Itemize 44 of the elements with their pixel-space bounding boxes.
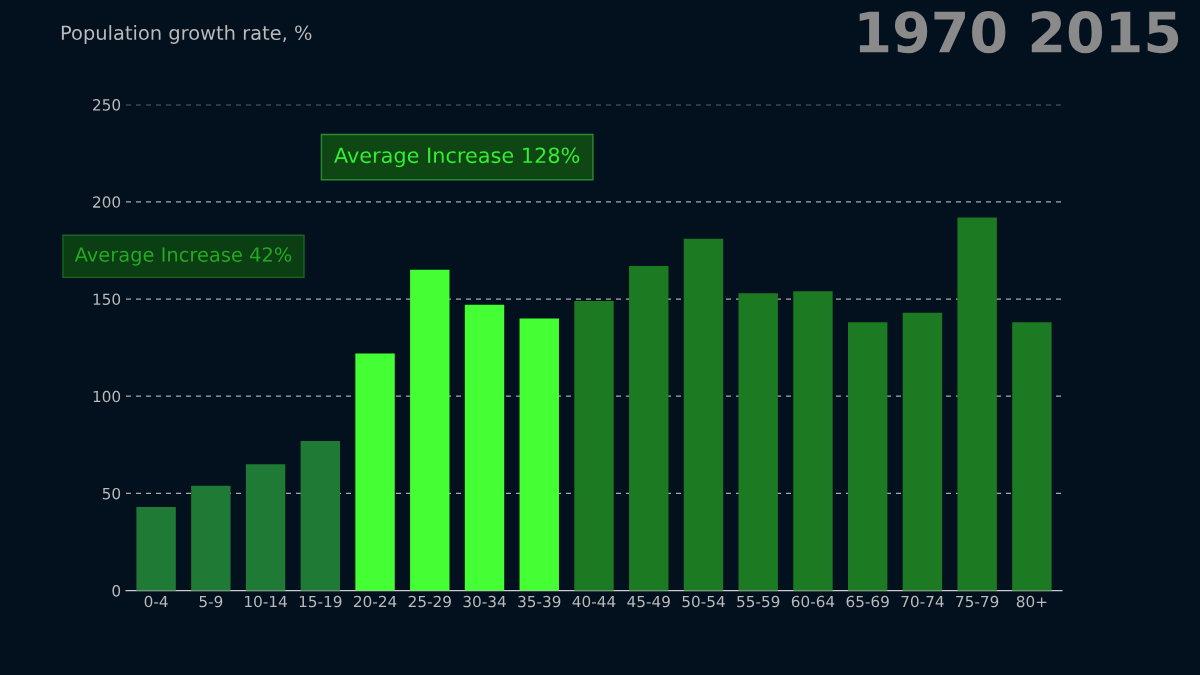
x-tick-label: 15-19 [299,595,342,608]
y-axis-title: Population growth rate, % [61,25,312,44]
x-tick-label: 40-44 [572,595,616,608]
bar [355,353,395,591]
y-tick-label: 100 [93,390,121,403]
bar [902,312,943,591]
y-tick-label: 150 [93,293,121,306]
x-tick-label: 55-59 [737,595,780,608]
x-tick-label: 35-39 [518,595,561,608]
y-tick-label: 200 [93,196,121,208]
bar [245,464,286,591]
x-tick-label: 60-64 [791,595,835,608]
text: 1970 2015 [859,11,1179,54]
bar [957,217,997,591]
x-tick-label: 50-54 [682,595,725,608]
x-tick-label: 30-34 [463,595,506,608]
bar [1012,322,1052,591]
x-tick-label: 10-14 [245,595,287,608]
bar [191,485,231,591]
bar [738,293,778,591]
y-tick-label: 50 [102,487,121,500]
bar [629,265,669,591]
x-tick-label: 75-79 [956,595,999,608]
annotation: Average Increase 128% [334,147,580,168]
x-tick-label: 70-74 [901,595,944,608]
bar [847,322,888,591]
bar [300,440,341,591]
x-tick-label: 45-49 [627,595,670,608]
bar [136,507,176,591]
y-tick-label: 0 [112,585,121,597]
bar [793,291,833,591]
bar [519,318,559,591]
annotation: Average Increase 42% [74,247,292,266]
x-tick-label: 65-69 [846,595,889,608]
y-tick-label: 250 [93,99,121,111]
x-tick-label: 5-9 [199,595,223,608]
bar [683,238,724,591]
x-tick-label: 25-29 [408,595,451,608]
x-tick-label: 80+ [1016,595,1047,608]
x-tick-label: 20-24 [353,595,397,608]
bar [464,304,505,591]
x-tick-label: 0-4 [144,595,168,608]
bar [574,300,614,591]
bar [410,269,450,591]
